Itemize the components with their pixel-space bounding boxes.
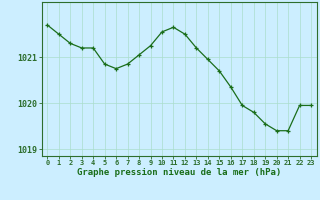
X-axis label: Graphe pression niveau de la mer (hPa): Graphe pression niveau de la mer (hPa) bbox=[77, 168, 281, 177]
